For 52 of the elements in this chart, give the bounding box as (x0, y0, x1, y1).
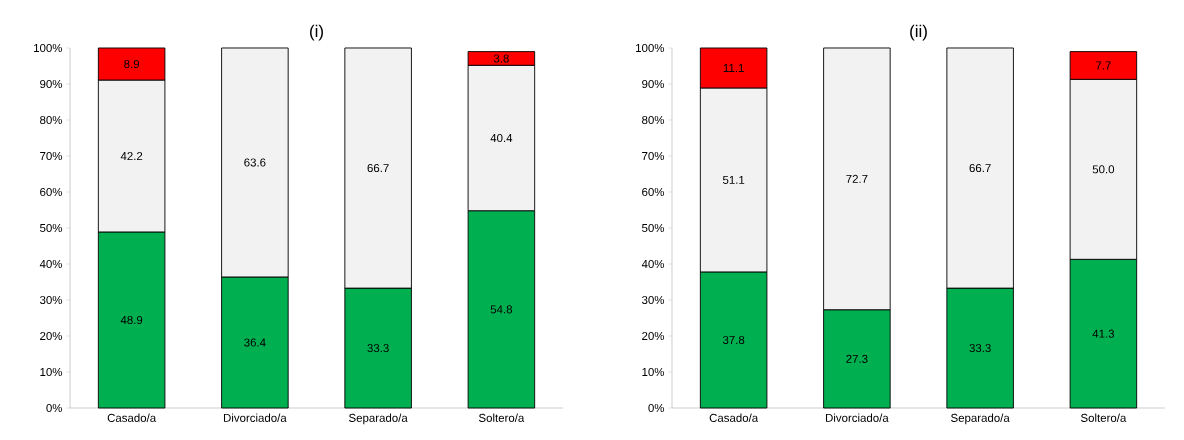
data-label: 40.4 (490, 133, 513, 143)
y-tick-label: 70% (642, 151, 665, 161)
data-label: 66.7 (969, 164, 991, 173)
y-tick-label: 60% (40, 187, 63, 197)
data-label: 7.7 (1096, 61, 1111, 70)
x-tick-label: Soltero/a (478, 413, 525, 422)
y-tick-label: 0% (46, 403, 63, 413)
data-label: 37.8 (722, 335, 745, 345)
data-label: 41.3 (1092, 329, 1115, 338)
data-label: 8.9 (124, 59, 140, 69)
y-tick-label: 100% (34, 43, 63, 53)
data-label: 72.7 (846, 174, 868, 183)
y-tick-label: 90% (40, 79, 63, 89)
y-tick-label: 60% (642, 187, 665, 197)
x-tick-label: Casado/a (709, 413, 759, 422)
data-label: 36.4 (244, 338, 266, 347)
y-tick-label: 10% (642, 367, 665, 377)
x-tick-label: Casado/a (107, 413, 157, 422)
y-tick-label: 40% (39, 259, 63, 269)
data-label: 66.7 (367, 164, 389, 173)
y-tick-label: 100% (636, 43, 665, 53)
data-label: 33.3 (367, 344, 389, 353)
data-label: 11.1 (723, 64, 744, 72)
x-tick-label: Separado/a (349, 413, 408, 425)
data-label: 3.8 (493, 54, 509, 63)
y-tick-label: 50% (40, 223, 63, 233)
chart-title: (ii) (910, 24, 927, 41)
y-tick-label: 10% (40, 367, 63, 377)
y-tick-label: 40% (641, 259, 665, 269)
data-label: 51.1 (722, 175, 745, 184)
data-label: 48.9 (120, 315, 143, 325)
y-tick-label: 30% (39, 295, 63, 305)
y-tick-label: 20% (40, 331, 63, 341)
data-label: 50.0 (1092, 165, 1115, 174)
x-tick-label: Divorciado/a (223, 413, 287, 422)
data-label: 27.3 (846, 354, 868, 363)
y-tick-label: 20% (642, 331, 665, 341)
y-tick-label: 50% (642, 223, 665, 233)
data-label: 33.3 (969, 344, 991, 353)
y-tick-label: 80% (642, 115, 665, 125)
chart-title: (i) (310, 24, 323, 41)
data-label: 42.2 (120, 152, 143, 160)
x-tick-label: Soltero/a (1080, 413, 1127, 422)
y-tick-label: 30% (641, 295, 665, 305)
x-tick-label: Divorciado/a (825, 413, 889, 422)
x-tick-label: Separado/a (951, 413, 1010, 425)
y-tick-label: 0% (648, 403, 665, 413)
data-label: 54.8 (490, 305, 513, 314)
y-tick-label: 90% (642, 79, 665, 89)
y-tick-label: 80% (40, 115, 63, 125)
y-tick-label: 70% (40, 151, 63, 161)
data-label: 63.6 (244, 158, 266, 167)
